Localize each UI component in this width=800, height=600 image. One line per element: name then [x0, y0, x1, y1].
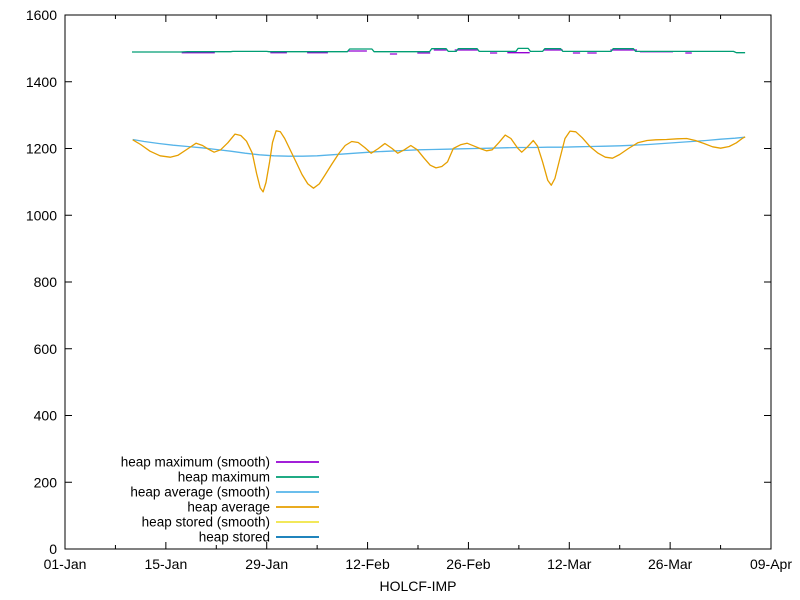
y-tick-label: 1400	[26, 74, 57, 90]
legend-label: heap maximum	[178, 470, 270, 485]
x-tick-label: 12-Mar	[547, 556, 592, 572]
x-tick-label: 29-Jan	[245, 556, 288, 572]
y-tick-label: 800	[34, 274, 58, 290]
x-tick-label: 26-Feb	[446, 556, 491, 572]
legend-label: heap average (smooth)	[130, 485, 270, 500]
y-tick-label: 1000	[26, 207, 57, 223]
legend-entry: heap maximum	[178, 470, 319, 485]
legend-entry: heap average (smooth)	[130, 485, 319, 500]
y-tick-label: 400	[34, 408, 58, 424]
y-tick-label: 0	[49, 541, 57, 557]
axes: 0 200 400 600 800 1000 1200 1400 1600 01-Jan 15-Ja…	[26, 7, 792, 572]
legend-label: heap maximum (smooth)	[121, 455, 270, 470]
legend-entry: heap stored	[199, 530, 319, 545]
x-tick-label: 12-Feb	[345, 556, 390, 572]
y-tick-label: 1200	[26, 141, 57, 157]
x-tick-label: 15-Jan	[144, 556, 187, 572]
y-tick-label: 600	[34, 341, 58, 357]
legend-entry: heap average	[187, 500, 319, 515]
series-line-heap-average	[132, 130, 746, 193]
series-lines	[132, 47, 746, 193]
legend-entry: heap stored (smooth)	[142, 515, 319, 530]
y-tick-label: 1600	[26, 7, 57, 23]
legend-label: heap stored	[199, 530, 270, 545]
x-tick-label: 01-Jan	[44, 556, 87, 572]
legend-label: heap stored (smooth)	[142, 515, 270, 530]
x-tick-label: 26-Mar	[648, 556, 693, 572]
legend-label: heap average	[187, 500, 270, 515]
series-line-heap-maximum	[132, 47, 746, 54]
y-tick-label: 200	[34, 474, 58, 490]
series-line-heap-average-smooth	[132, 136, 746, 157]
x-tick-label: 09-Apr	[750, 556, 792, 572]
x-axis-title: HOLCF-IMP	[380, 578, 457, 594]
legend-entry: heap maximum (smooth)	[121, 455, 319, 470]
